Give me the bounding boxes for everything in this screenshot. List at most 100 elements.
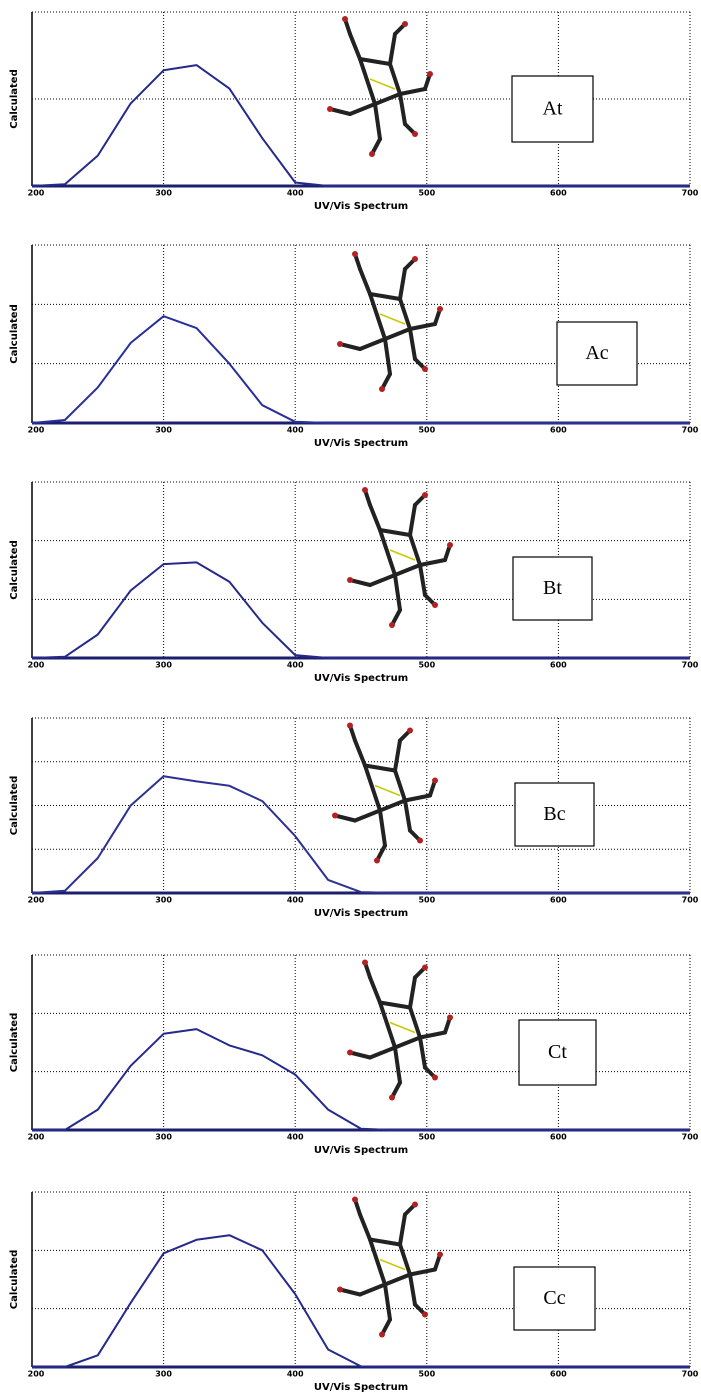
bond: [350, 104, 375, 114]
atom: [337, 341, 343, 347]
x-tick-label: 300: [155, 426, 172, 435]
x-tick-label: 600: [550, 426, 567, 435]
bond: [395, 575, 400, 610]
bond: [390, 1023, 415, 1033]
bond: [370, 294, 385, 339]
atom: [374, 858, 380, 864]
bond: [390, 64, 400, 94]
y-axis-label: Calculated: [9, 304, 20, 363]
bond: [350, 580, 370, 585]
bond: [420, 560, 445, 565]
atom: [407, 728, 413, 734]
annotation: Bt: [543, 577, 562, 599]
bond: [390, 34, 395, 64]
atom: [347, 723, 353, 729]
annotation: Cc: [543, 1287, 565, 1309]
x-tick-label: 700: [682, 661, 699, 670]
bond: [420, 565, 425, 595]
bond: [370, 978, 380, 1003]
bond: [385, 339, 390, 374]
bond: [370, 294, 400, 299]
atom: [342, 16, 348, 22]
bond: [350, 34, 360, 59]
x-axis-label: UV/Vis Spectrum: [314, 201, 408, 212]
x-axis-label: UV/Vis Spectrum: [314, 673, 408, 684]
atom: [379, 1332, 385, 1338]
bond: [360, 339, 385, 349]
bond: [380, 314, 405, 324]
x-tick-label: 600: [550, 1370, 567, 1379]
bond: [410, 535, 420, 565]
bond: [410, 329, 415, 359]
x-tick-label: 200: [28, 189, 45, 198]
molecule: [347, 960, 453, 1101]
y-axis-label: Calculated: [9, 69, 20, 128]
bond: [400, 299, 410, 329]
bond: [370, 575, 395, 585]
atom: [402, 21, 408, 27]
x-tick-label: 300: [155, 189, 172, 198]
bond: [405, 801, 410, 831]
x-tick-label: 500: [418, 1133, 435, 1142]
y-axis-label: Calculated: [9, 1250, 20, 1309]
annotation: At: [543, 98, 563, 120]
x-tick-label: 400: [287, 1133, 304, 1142]
molecule: [332, 723, 438, 864]
bond: [360, 1215, 370, 1240]
x-axis-label: UV/Vis Spectrum: [314, 908, 408, 919]
x-tick-label: 400: [287, 1370, 304, 1379]
atom: [352, 1197, 358, 1203]
x-tick-label: 200: [28, 1133, 45, 1142]
atom: [447, 542, 453, 548]
y-axis-label: Calculated: [9, 540, 20, 599]
atom: [327, 106, 333, 112]
bond: [370, 505, 380, 530]
bond: [340, 1290, 360, 1295]
annotation: Ac: [585, 342, 608, 364]
atom: [347, 577, 353, 583]
bond: [355, 811, 380, 821]
atom: [389, 622, 395, 628]
bond: [410, 1270, 435, 1275]
x-tick-label: 600: [550, 189, 567, 198]
bond: [385, 329, 410, 339]
bond: [410, 324, 435, 329]
bond: [400, 1245, 410, 1275]
bond: [380, 530, 395, 575]
bond: [370, 1048, 395, 1058]
atom: [412, 1202, 418, 1208]
x-tick-label: 700: [682, 426, 699, 435]
bond: [360, 59, 390, 64]
bond: [395, 1038, 420, 1048]
annotation: Bc: [543, 803, 565, 825]
x-tick-label: 500: [418, 896, 435, 905]
atom: [352, 251, 358, 257]
x-tick-label: 500: [418, 189, 435, 198]
atom: [369, 151, 375, 157]
molecule: [327, 16, 433, 157]
bond: [400, 269, 405, 299]
x-axis-label: UV/Vis Spectrum: [314, 1382, 408, 1393]
atom: [412, 131, 418, 137]
x-tick-label: 700: [682, 896, 699, 905]
bond: [405, 796, 430, 801]
bond: [365, 766, 380, 811]
bond: [375, 786, 400, 796]
x-tick-label: 400: [287, 426, 304, 435]
atom: [362, 960, 368, 966]
bond: [410, 1008, 420, 1038]
annotation: Ct: [548, 1041, 567, 1063]
x-tick-label: 600: [550, 661, 567, 670]
bond: [370, 1240, 400, 1245]
bond: [375, 94, 400, 104]
bond: [420, 1038, 425, 1068]
y-axis-label: Calculated: [9, 776, 20, 835]
atom: [337, 1287, 343, 1293]
bond: [360, 269, 370, 294]
bond: [370, 79, 395, 89]
bond: [395, 565, 420, 575]
atom: [427, 71, 433, 77]
bond: [395, 741, 400, 771]
bond: [365, 766, 395, 771]
bond: [380, 1003, 395, 1048]
